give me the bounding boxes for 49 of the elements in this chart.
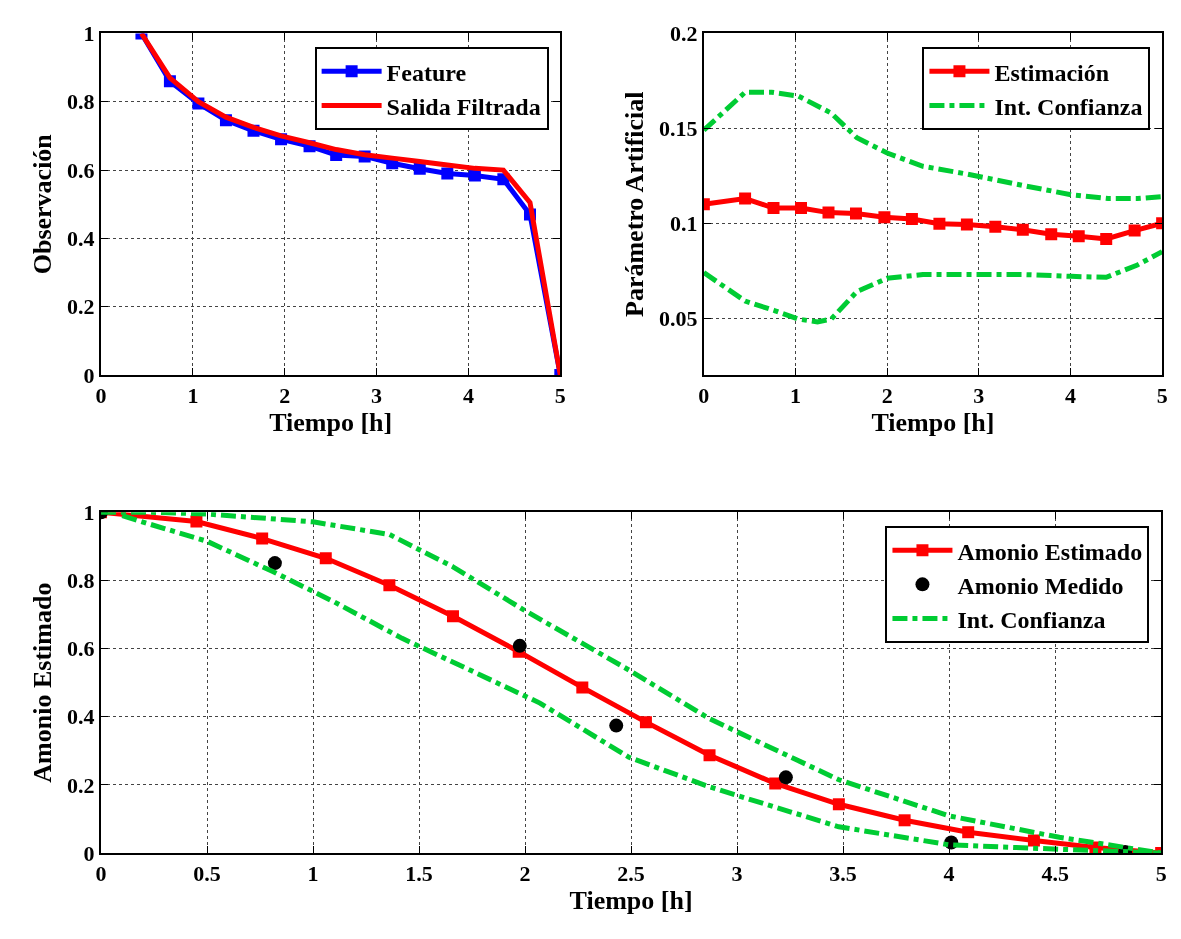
x-tick-label: 0.5 — [193, 861, 221, 887]
legend-label: Int. Confianza — [957, 606, 1106, 633]
x-tick-label: 3 — [731, 861, 743, 887]
y-tick-label: 0 — [83, 362, 95, 388]
x-tick-label: 2.5 — [617, 861, 645, 887]
legend-label: Amonio Medido — [957, 572, 1124, 599]
x-axis-title: Tiempo [h] — [569, 886, 693, 916]
y-tick-label: 0.15 — [658, 116, 698, 142]
y-tick-label: 0 — [83, 840, 95, 866]
y-axis-title: Amonio Estimado — [28, 582, 58, 783]
y-tick-label: 1 — [83, 500, 95, 526]
y-tick-label: 0.4 — [67, 226, 95, 252]
x-tick-label: 2 — [519, 861, 531, 887]
y-tick-label: 0.2 — [669, 21, 698, 47]
y-tick-label: 0.05 — [658, 305, 698, 331]
y-tick-label: 1 — [83, 21, 95, 47]
y-tick-label: 0.1 — [669, 210, 698, 236]
legend-label: Estimación — [994, 59, 1110, 86]
x-tick-label: 3.5 — [829, 861, 857, 887]
y-tick-label: 0.4 — [67, 704, 95, 730]
legend-label: Salida Filtrada — [386, 93, 541, 120]
y-tick-label: 0.6 — [67, 157, 95, 183]
x-tick-label: 3 — [973, 383, 985, 409]
y-tick-label: 0.2 — [67, 772, 95, 798]
x-tick-label: 4 — [462, 383, 474, 409]
x-tick-label: 4.5 — [1041, 861, 1069, 887]
y-tick-label: 0.2 — [67, 294, 95, 320]
y-axis-title: Parámetro Artificial — [619, 91, 649, 317]
x-tick-label: 1 — [187, 383, 199, 409]
x-tick-label: 5 — [1156, 383, 1168, 409]
x-tick-label: 4 — [943, 861, 955, 887]
x-tick-label: 3 — [371, 383, 383, 409]
y-axis-title: Observación — [28, 133, 58, 275]
x-tick-label: 1.5 — [405, 861, 433, 887]
x-tick-label: 5 — [1155, 861, 1167, 887]
x-axis-title: Tiempo [h] — [269, 408, 393, 438]
legend-label: Int. Confianza — [994, 93, 1143, 120]
y-tick-label: 0.6 — [67, 636, 95, 662]
x-tick-label: 4 — [1064, 383, 1076, 409]
x-tick-label: 2 — [881, 383, 893, 409]
x-tick-label: 1 — [790, 383, 801, 409]
x-tick-label: 5 — [554, 383, 566, 409]
y-tick-label: 0.8 — [67, 89, 95, 115]
x-tick-label: 2 — [279, 383, 291, 409]
x-axis-title: Tiempo [h] — [871, 408, 995, 438]
legend-label: Amonio Estimado — [957, 538, 1143, 565]
legend-label: Feature — [386, 59, 467, 86]
x-tick-label: 1 — [307, 861, 319, 887]
y-tick-label: 0.8 — [67, 568, 95, 594]
